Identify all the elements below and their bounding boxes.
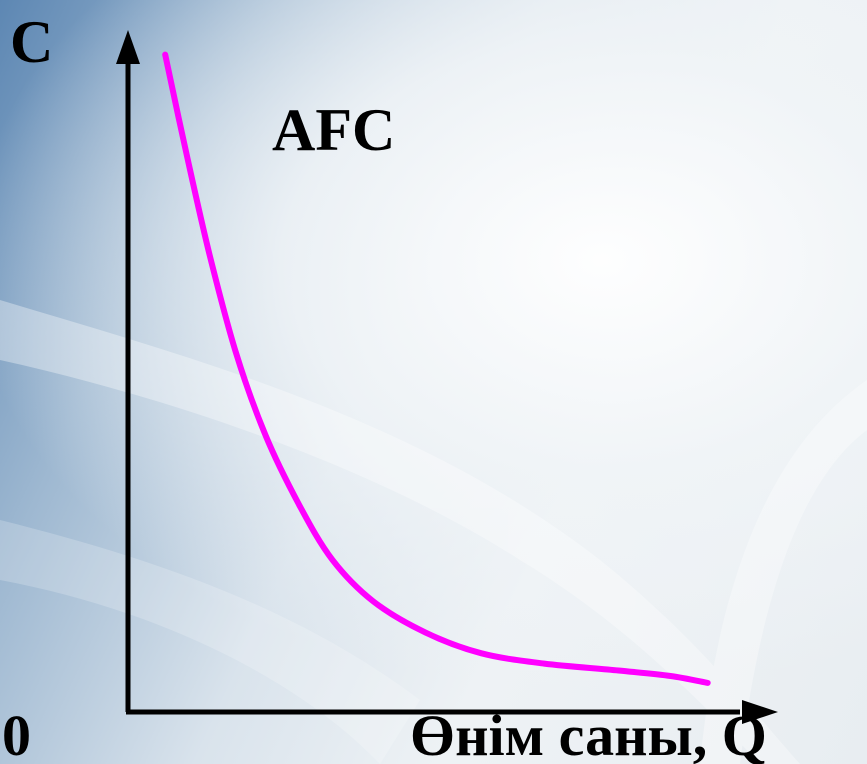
y-axis-arrow: [116, 30, 140, 64]
y-axis-label: C: [10, 9, 53, 75]
x-axis-arrow: [742, 700, 778, 724]
origin-label: 0: [2, 703, 31, 764]
background-decoration: [0, 300, 867, 764]
afc-curve: [162, 51, 711, 686]
x-axis-label: Өнім саны, Q: [410, 703, 767, 764]
series-label-afc: AFC: [272, 97, 395, 163]
